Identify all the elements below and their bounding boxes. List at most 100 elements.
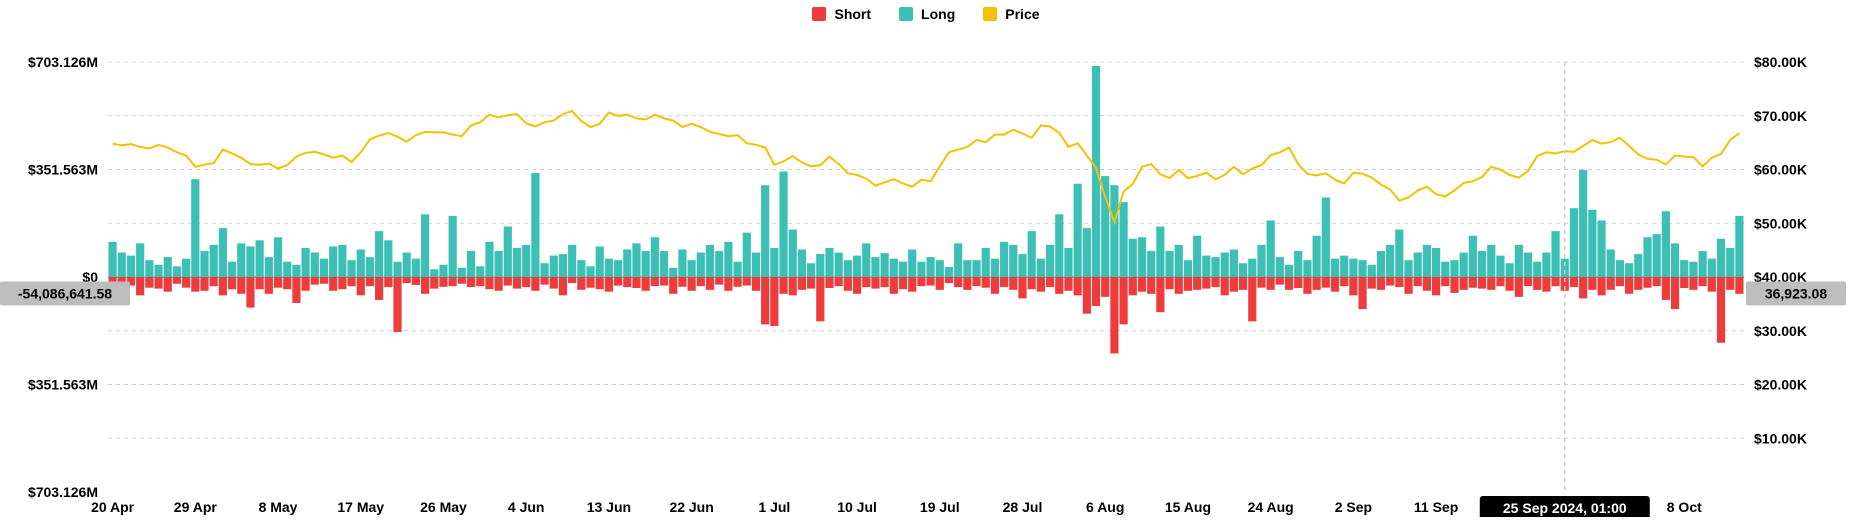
short-bar[interactable] bbox=[1625, 277, 1633, 294]
short-bar[interactable] bbox=[1634, 277, 1642, 290]
short-bar[interactable] bbox=[1313, 277, 1321, 290]
short-bar[interactable] bbox=[1404, 277, 1412, 294]
short-bar[interactable] bbox=[1193, 277, 1201, 290]
long-bar[interactable] bbox=[816, 254, 824, 277]
long-bar[interactable] bbox=[265, 257, 273, 277]
short-bar[interactable] bbox=[476, 277, 484, 286]
long-bar[interactable] bbox=[1092, 66, 1100, 277]
long-bar[interactable] bbox=[954, 243, 962, 277]
long-bar[interactable] bbox=[761, 185, 769, 277]
long-bar[interactable] bbox=[1083, 228, 1091, 277]
long-bar[interactable] bbox=[752, 253, 760, 277]
short-bar[interactable] bbox=[540, 277, 548, 285]
short-bar[interactable] bbox=[724, 277, 732, 291]
long-bar[interactable] bbox=[1313, 236, 1321, 277]
short-bar[interactable] bbox=[1165, 277, 1173, 289]
long-bar[interactable] bbox=[1349, 259, 1357, 277]
long-bar[interactable] bbox=[1074, 184, 1082, 277]
short-bar[interactable] bbox=[816, 277, 824, 321]
long-bar[interactable] bbox=[1432, 248, 1440, 277]
short-bar[interactable] bbox=[1689, 277, 1697, 290]
long-bar[interactable] bbox=[210, 245, 218, 277]
long-bar[interactable] bbox=[513, 248, 521, 277]
long-bar[interactable] bbox=[1506, 263, 1514, 277]
long-bar[interactable] bbox=[366, 257, 374, 277]
short-bar[interactable] bbox=[1028, 277, 1036, 289]
long-bar[interactable] bbox=[1276, 257, 1284, 277]
short-bar[interactable] bbox=[1450, 277, 1458, 293]
short-bar[interactable] bbox=[1699, 277, 1707, 286]
short-bar[interactable] bbox=[917, 277, 925, 286]
long-bar[interactable] bbox=[1689, 262, 1697, 277]
long-bar[interactable] bbox=[871, 257, 879, 277]
long-bar[interactable] bbox=[412, 259, 420, 277]
short-bar[interactable] bbox=[320, 277, 328, 284]
long-bar[interactable] bbox=[219, 228, 227, 277]
long-bar[interactable] bbox=[1570, 208, 1578, 277]
long-bar[interactable] bbox=[972, 260, 980, 277]
long-bar[interactable] bbox=[1441, 262, 1449, 277]
long-bar[interactable] bbox=[1625, 263, 1633, 277]
long-bar[interactable] bbox=[1699, 251, 1707, 277]
long-bar[interactable] bbox=[1469, 236, 1477, 277]
long-bar[interactable] bbox=[393, 262, 401, 277]
short-bar[interactable] bbox=[596, 277, 604, 289]
long-bar[interactable] bbox=[311, 253, 319, 277]
short-bar[interactable] bbox=[357, 277, 365, 295]
short-bar[interactable] bbox=[1037, 277, 1045, 292]
short-bar[interactable] bbox=[1717, 277, 1725, 343]
short-bar[interactable] bbox=[1597, 277, 1605, 295]
short-bar[interactable] bbox=[237, 277, 245, 294]
long-bar[interactable] bbox=[605, 259, 613, 277]
short-bar[interactable] bbox=[1202, 277, 1210, 289]
long-bar[interactable] bbox=[228, 262, 236, 277]
long-bar[interactable] bbox=[1175, 245, 1183, 277]
short-bar[interactable] bbox=[761, 277, 769, 324]
short-bar[interactable] bbox=[1524, 277, 1532, 286]
short-bar[interactable] bbox=[669, 277, 677, 294]
long-bar[interactable] bbox=[1211, 257, 1219, 277]
short-bar[interactable] bbox=[1432, 277, 1440, 295]
short-bar[interactable] bbox=[485, 277, 493, 289]
long-bar[interactable] bbox=[835, 253, 843, 277]
long-bar[interactable] bbox=[917, 262, 925, 277]
long-bar[interactable] bbox=[1579, 170, 1587, 277]
short-bar[interactable] bbox=[145, 277, 153, 288]
long-bar[interactable] bbox=[559, 254, 567, 277]
long-bar[interactable] bbox=[632, 243, 640, 277]
long-bar[interactable] bbox=[1616, 260, 1624, 277]
short-bar[interactable] bbox=[660, 277, 668, 286]
short-bar[interactable] bbox=[1735, 277, 1743, 294]
short-bar[interactable] bbox=[338, 277, 346, 289]
short-bar[interactable] bbox=[228, 277, 236, 289]
long-bar[interactable] bbox=[743, 233, 751, 277]
long-bar[interactable] bbox=[1303, 260, 1311, 277]
short-bar[interactable] bbox=[1110, 277, 1118, 353]
short-bar[interactable] bbox=[807, 277, 815, 289]
short-bar[interactable] bbox=[1579, 277, 1587, 298]
short-bar[interactable] bbox=[366, 277, 374, 286]
long-bar[interactable] bbox=[697, 253, 705, 277]
short-bar[interactable] bbox=[283, 277, 291, 289]
short-bar[interactable] bbox=[862, 277, 870, 287]
long-bar[interactable] bbox=[1726, 248, 1734, 277]
short-bar[interactable] bbox=[954, 277, 962, 287]
long-bar[interactable] bbox=[1294, 251, 1302, 277]
short-bar[interactable] bbox=[274, 277, 282, 288]
short-bar[interactable] bbox=[871, 277, 879, 289]
short-bar[interactable] bbox=[347, 277, 355, 286]
short-bar[interactable] bbox=[1184, 277, 1192, 291]
long-bar[interactable] bbox=[1717, 239, 1725, 277]
long-bar[interactable] bbox=[825, 248, 833, 277]
long-bar[interactable] bbox=[476, 266, 484, 277]
long-bar[interactable] bbox=[1634, 254, 1642, 277]
short-bar[interactable] bbox=[770, 277, 778, 326]
long-bar[interactable] bbox=[1046, 245, 1054, 277]
long-bar[interactable] bbox=[1009, 245, 1017, 277]
long-bar[interactable] bbox=[449, 216, 457, 277]
long-bar[interactable] bbox=[568, 245, 576, 277]
long-bar[interactable] bbox=[1607, 249, 1615, 277]
short-bar[interactable] bbox=[1000, 277, 1008, 287]
long-bar[interactable] bbox=[963, 260, 971, 277]
short-bar[interactable] bbox=[908, 277, 916, 292]
